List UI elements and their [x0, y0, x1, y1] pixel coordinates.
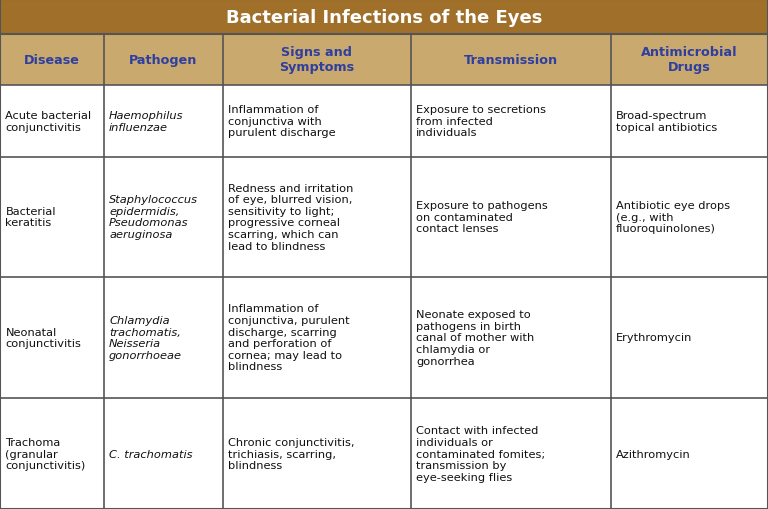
- Text: Haemophilus
influenzae: Haemophilus influenzae: [109, 111, 184, 132]
- Bar: [0, 157, 768, 277]
- Text: Neonate exposed to
pathogens in birth
canal of mother with
chlamydia or
gonorrhe: Neonate exposed to pathogens in birth ca…: [416, 309, 535, 366]
- Text: Azithromycin: Azithromycin: [616, 449, 690, 459]
- Text: Antibiotic eye drops
(e.g., with
fluoroquinolones): Antibiotic eye drops (e.g., with fluoroq…: [616, 201, 730, 234]
- Bar: [0, 399, 768, 509]
- Text: Neonatal
conjunctivitis: Neonatal conjunctivitis: [5, 327, 81, 349]
- Bar: [0, 277, 768, 399]
- Text: Signs and
Symptoms: Signs and Symptoms: [280, 46, 354, 74]
- Bar: [0, 35, 768, 86]
- Text: Bacterial
keratitis: Bacterial keratitis: [5, 207, 56, 228]
- Text: Exposure to secretions
from infected
individuals: Exposure to secretions from infected ind…: [416, 105, 546, 138]
- Text: Pathogen: Pathogen: [129, 54, 197, 67]
- Text: Erythromycin: Erythromycin: [616, 333, 692, 343]
- Text: Inflammation of
conjunctiva, purulent
discharge, scarring
and perforation of
cor: Inflammation of conjunctiva, purulent di…: [228, 304, 349, 372]
- Text: Chlamydia
trachomatis,
Neisseria
gonorrhoeae: Chlamydia trachomatis, Neisseria gonorrh…: [109, 316, 182, 360]
- Text: Transmission: Transmission: [464, 54, 558, 67]
- Bar: [0, 0, 768, 35]
- Text: Broad-spectrum
topical antibiotics: Broad-spectrum topical antibiotics: [616, 111, 717, 132]
- Text: Trachoma
(granular
conjunctivitis): Trachoma (granular conjunctivitis): [5, 437, 85, 470]
- Text: Bacterial Infections of the Eyes: Bacterial Infections of the Eyes: [226, 9, 542, 26]
- Text: Staphylococcus
epidermidis,
Pseudomonas
aeruginosa: Staphylococcus epidermidis, Pseudomonas …: [109, 195, 198, 240]
- Text: Chronic conjunctivitis,
trichiasis, scarring,
blindness: Chronic conjunctivitis, trichiasis, scar…: [228, 437, 355, 470]
- Text: Contact with infected
individuals or
contaminated fomites;
transmission by
eye-s: Contact with infected individuals or con…: [416, 426, 545, 482]
- Text: Exposure to pathogens
on contaminated
contact lenses: Exposure to pathogens on contaminated co…: [416, 201, 548, 234]
- Text: Antimicrobial
Drugs: Antimicrobial Drugs: [641, 46, 737, 74]
- Text: Acute bacterial
conjunctivitis: Acute bacterial conjunctivitis: [5, 111, 91, 132]
- Text: Disease: Disease: [24, 54, 80, 67]
- Text: C. trachomatis: C. trachomatis: [109, 449, 193, 459]
- Text: Inflammation of
conjunctiva with
purulent discharge: Inflammation of conjunctiva with purulen…: [228, 105, 336, 138]
- Text: Redness and irritation
of eye, blurred vision,
sensitivity to light;
progressive: Redness and irritation of eye, blurred v…: [228, 183, 353, 251]
- Bar: [0, 86, 768, 157]
